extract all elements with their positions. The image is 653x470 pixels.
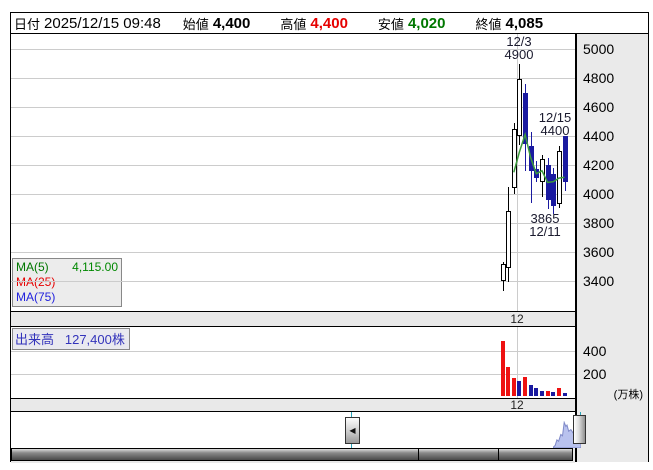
volume-axis-tick: 200 <box>583 365 607 382</box>
chart-column: MA(5) 4,115.00 MA(25) MA(75) 12/3 4900 12/15 4… <box>11 34 586 463</box>
candle <box>523 92 529 144</box>
volume-gridline <box>11 373 575 375</box>
volume-bar <box>511 378 516 396</box>
price-gridline <box>11 136 575 137</box>
price-axis-tick: 4800 <box>583 70 615 86</box>
price-axis-tick: 4000 <box>583 186 615 202</box>
price-gridline <box>11 252 575 253</box>
ma-legend-row: MA(25) <box>16 275 56 289</box>
left-arrow-icon: ◀ <box>349 426 356 435</box>
month-label: 12 <box>510 312 524 326</box>
chart-body: MA(5) 4,115.00 MA(25) MA(75) 12/3 4900 12/15 4… <box>11 34 648 463</box>
volume-xaxis-strip: 12 <box>11 398 575 412</box>
open-label: 始値 <box>182 16 209 32</box>
price-axis-tick: 5000 <box>583 41 615 57</box>
volume-bar <box>539 390 544 396</box>
axis-gutter: (万株) 5000 4800 4600 4400 4200 4000 3800 3600 340… <box>577 34 648 462</box>
price-gridline <box>11 223 575 224</box>
candle <box>511 128 517 189</box>
price-gridline <box>11 165 575 166</box>
price-gridline <box>11 78 575 79</box>
volume-bar <box>562 392 567 396</box>
price-xaxis-strip: 12 <box>11 311 575 327</box>
volume-unit-label: (万株) <box>613 389 643 401</box>
scrollbar-segment[interactable] <box>498 448 573 461</box>
candle <box>551 173 557 206</box>
volume-bar <box>556 388 561 396</box>
low-label: 安値 <box>377 16 404 32</box>
volume-label: 出来高 <box>15 332 55 347</box>
ma-legend-row: MA(5) 4,115.00 <box>16 260 118 274</box>
price-gridline <box>11 107 575 108</box>
candle <box>506 211 512 268</box>
price-axis-tick: 3600 <box>583 244 615 260</box>
month-gridline <box>517 34 518 311</box>
close-label: 終値 <box>475 16 502 32</box>
price-axis-tick: 4400 <box>583 128 615 144</box>
volume-bar <box>506 366 511 396</box>
chart-frame: 日付 2025/12/15 09:48 始値 4,400 高値 4,400 安値… <box>10 12 649 463</box>
price-pane: MA(5) 4,115.00 MA(25) MA(75) 12/3 4900 12/15 4… <box>11 34 575 311</box>
volume-bar <box>551 391 556 396</box>
scrollbar-segment[interactable] <box>418 448 499 461</box>
ma-legend-row: MA(75) <box>16 290 56 304</box>
price-gridline <box>11 194 575 195</box>
horizontal-scrollbar[interactable] <box>11 448 575 463</box>
volume-bar <box>523 376 528 396</box>
price-annotation: 12/3 4900 <box>504 34 534 62</box>
volume-bar <box>517 381 522 396</box>
date-label: 日付 <box>14 16 41 32</box>
volume-pane: 出来高 127,400株 <box>11 327 575 398</box>
high-value: 4,400 <box>310 14 348 32</box>
candle <box>562 136 568 182</box>
range-slider-handle[interactable] <box>573 415 586 444</box>
price-annotation: 12/15 4400 <box>538 110 572 138</box>
scrollbar-segment[interactable] <box>11 448 419 461</box>
ma5-line <box>513 131 565 184</box>
low-value: 4,020 <box>407 14 446 32</box>
close-value: 4,085 <box>505 14 544 32</box>
volume-bar <box>500 340 505 396</box>
scroll-left-button[interactable]: ◀ <box>345 417 360 444</box>
quote-header: 日付 2025/12/15 09:48 始値 4,400 高値 4,400 安値… <box>11 13 648 34</box>
volume-bar <box>528 384 533 396</box>
ma-legend: MA(5) 4,115.00 MA(25) MA(75) <box>12 258 122 307</box>
price-gridline <box>11 49 575 50</box>
price-axis-tick: 3800 <box>583 215 615 231</box>
price-gridline <box>11 281 575 282</box>
month-gridline <box>517 327 518 398</box>
open-value: 4,400 <box>212 14 251 32</box>
candle <box>500 263 506 281</box>
high-label: 高値 <box>280 16 307 32</box>
price-axis-tick: 3400 <box>583 273 615 289</box>
price-annotation: 3865 12/11 <box>529 211 561 239</box>
range-navigator[interactable]: ◀ <box>11 412 586 448</box>
volume-axis-tick: 400 <box>583 343 607 359</box>
date-value: 2025/12/15 09:48 <box>44 14 161 32</box>
candle <box>517 79 523 136</box>
volume-legend: 出来高 127,400株 <box>12 328 130 350</box>
volume-bar <box>545 390 550 396</box>
month-label: 12 <box>510 398 524 412</box>
price-axis-tick: 4600 <box>583 99 615 115</box>
volume-value: 127,400株 <box>64 332 125 347</box>
volume-bar <box>534 388 539 396</box>
price-axis-tick: 4200 <box>583 157 615 173</box>
volume-gridline <box>11 351 575 352</box>
